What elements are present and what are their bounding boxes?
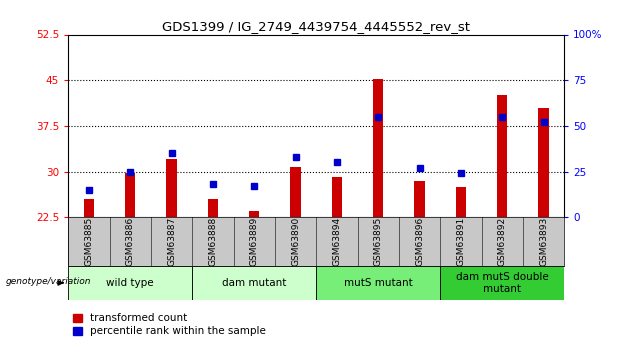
Text: GSM63895: GSM63895 [374,217,383,266]
Bar [332,177,342,217]
Bar [84,199,94,217]
Text: GSM63890: GSM63890 [291,217,300,266]
Text: dam mutS double
mutant: dam mutS double mutant [456,272,549,294]
Text: wild type: wild type [107,278,154,288]
Text: mutS mutant: mutS mutant [344,278,412,288]
Bar [316,266,440,300]
Bar [440,266,564,300]
Bar [249,211,259,217]
Text: GSM63888: GSM63888 [208,217,218,266]
Bar [414,181,425,217]
Text: GSM63889: GSM63889 [250,217,259,266]
Text: GSM63885: GSM63885 [84,217,94,266]
Text: genotype/variation: genotype/variation [6,277,91,286]
Bar [192,266,316,300]
Text: GSM63891: GSM63891 [456,217,466,266]
Bar [125,174,135,217]
Legend: transformed count, percentile rank within the sample: transformed count, percentile rank withi… [73,313,266,336]
Bar [456,187,466,217]
Text: GSM63892: GSM63892 [498,217,507,266]
Text: GSM63887: GSM63887 [167,217,176,266]
Text: GSM63886: GSM63886 [126,217,135,266]
Text: GSM63893: GSM63893 [539,217,548,266]
Bar [290,167,301,217]
Bar [166,159,177,217]
Bar [497,96,507,217]
Bar [538,108,549,217]
Bar [373,79,383,217]
Text: dam mutant: dam mutant [222,278,286,288]
Bar [208,199,218,217]
Bar [68,266,192,300]
Text: GSM63896: GSM63896 [415,217,424,266]
Text: GSM63894: GSM63894 [332,217,342,266]
Title: GDS1399 / IG_2749_4439754_4445552_rev_st: GDS1399 / IG_2749_4439754_4445552_rev_st [162,20,470,33]
